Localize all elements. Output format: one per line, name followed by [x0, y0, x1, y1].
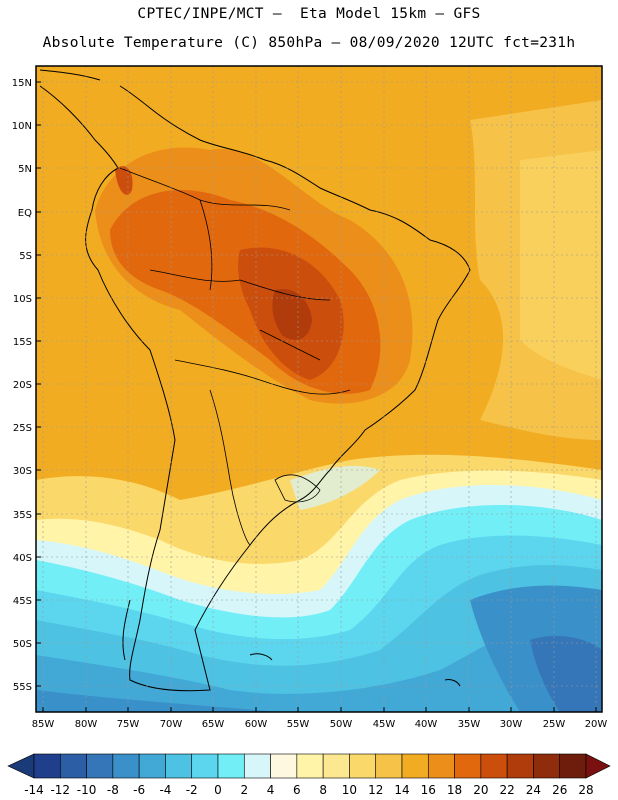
- colorbar-labels: -14 -12 -10 -8 -6 -4 -2 0 2 4 6 8 10 12 14 16 18 20 22 24 26…: [24, 783, 593, 797]
- country-borders: [119, 167, 351, 546]
- colorbar-cell: [506, 753, 534, 779]
- lat-label: 20S: [13, 380, 32, 391]
- lat-label: 40S: [13, 553, 32, 564]
- colorbar-tick-label: -14: [24, 783, 44, 797]
- lat-label: 5N: [18, 164, 32, 175]
- latitude-axis: [36, 81, 41, 687]
- lat-label: 5S: [19, 251, 32, 262]
- colorbar-tick-label: 28: [578, 783, 593, 797]
- lon-label: 85W: [32, 719, 55, 730]
- lon-label: 25W: [543, 719, 566, 730]
- colorbar-cell: [533, 753, 561, 779]
- colorbar-tick-label: 10: [342, 783, 357, 797]
- colorbar-tick-label: 24: [526, 783, 541, 797]
- colorbar-cell: [165, 753, 193, 779]
- colorbar-cell: [59, 753, 87, 779]
- colorbar-cell: [217, 753, 245, 779]
- lat-label: 45S: [13, 596, 32, 607]
- map-title: CPTEC/INPE/MCT – Eta Model 15km – GFS: [137, 6, 481, 22]
- map-frame: [35, 65, 603, 713]
- lon-label: 20W: [585, 719, 608, 730]
- colorbar-tick-label: 2: [240, 783, 248, 797]
- colorbar-tick-label: 6: [293, 783, 301, 797]
- colorbar-cell: [401, 753, 429, 779]
- lat-label: 15N: [12, 78, 32, 89]
- colorbar-cell: [480, 753, 508, 779]
- lon-label: 55W: [287, 719, 310, 730]
- colorbar-cell: [296, 753, 324, 779]
- colorbar-cell: [454, 753, 482, 779]
- colorbar-tick-label: 22: [500, 783, 515, 797]
- colorbar-tick-label: 8: [319, 783, 327, 797]
- colorbar-cell: [427, 753, 455, 779]
- lat-label: 15S: [13, 337, 32, 348]
- lon-label: 35W: [458, 719, 481, 730]
- colorbar-tick-label: -4: [159, 783, 171, 797]
- lon-label: 30W: [500, 719, 523, 730]
- colorbar-cell: [270, 753, 298, 779]
- colorbar-tick-label: 18: [447, 783, 462, 797]
- lon-label: 50W: [330, 719, 353, 730]
- colorbar-cell: [112, 753, 140, 779]
- map-subtitle: Absolute Temperature (C) 850hPa – 08/09/…: [42, 35, 576, 51]
- colorbar-tick-label: 26: [552, 783, 567, 797]
- colorbar-tick-label: -10: [77, 783, 97, 797]
- colorbar-cell: [243, 753, 271, 779]
- colorbar-tick-label: -8: [107, 783, 119, 797]
- lon-label: 40W: [415, 719, 438, 730]
- colorbar-cell: [191, 753, 219, 779]
- colorbar-cell: [349, 753, 377, 779]
- lat-label: 50S: [13, 639, 32, 650]
- colorbar-cell: [86, 753, 114, 779]
- temperature-field: [36, 66, 602, 712]
- colorbar-cell: [138, 753, 166, 779]
- latitude-labels: 15N 10N 5N EQ 5S 10S 15S 20S 25S 30S 35S…: [12, 78, 32, 693]
- lon-label: 65W: [202, 719, 225, 730]
- longitude-axis: [42, 707, 597, 712]
- colorbar-tick-label: 16: [421, 783, 436, 797]
- colorbar-cell: [322, 753, 350, 779]
- colorbar: -14 -12 -10 -8 -6 -4 -2 0 2 4 6 8 10 12 14 16 18 20 22 24 26…: [7, 753, 611, 797]
- colorbar-tick-label: 0: [214, 783, 222, 797]
- colorbar-tick-label: 4: [267, 783, 275, 797]
- colorbar-cell: [559, 753, 587, 779]
- colorbar-cells: [33, 753, 587, 779]
- lon-label: 60W: [245, 719, 268, 730]
- longitude-labels: 85W 80W 75W 70W 65W 60W 55W 50W 45W 40W …: [32, 719, 608, 730]
- lon-label: 80W: [75, 719, 98, 730]
- colorbar-tick-label: -2: [186, 783, 198, 797]
- lat-label: 10S: [13, 294, 32, 305]
- lon-label: 75W: [117, 719, 140, 730]
- lon-label: 70W: [160, 719, 183, 730]
- lat-label: 10N: [12, 121, 32, 132]
- colorbar-tick-label: 14: [394, 783, 409, 797]
- colorbar-tick-label: 20: [473, 783, 488, 797]
- colorbar-under-triangle: [7, 753, 35, 779]
- colorbar-cell: [375, 753, 403, 779]
- lat-label: 35S: [13, 510, 32, 521]
- lat-label: 55S: [13, 682, 32, 693]
- lat-lon-grid: [36, 66, 602, 712]
- colorbar-tick-label: -6: [133, 783, 145, 797]
- colorbar-tick-label: 12: [368, 783, 383, 797]
- lon-label: 45W: [373, 719, 396, 730]
- lat-label: 25S: [13, 423, 32, 434]
- colorbar-tick-label: -12: [50, 783, 70, 797]
- lat-label: 30S: [13, 466, 32, 477]
- lat-label: EQ: [18, 208, 32, 219]
- colorbar-cell: [33, 753, 61, 779]
- colorbar-over-triangle: [585, 753, 611, 779]
